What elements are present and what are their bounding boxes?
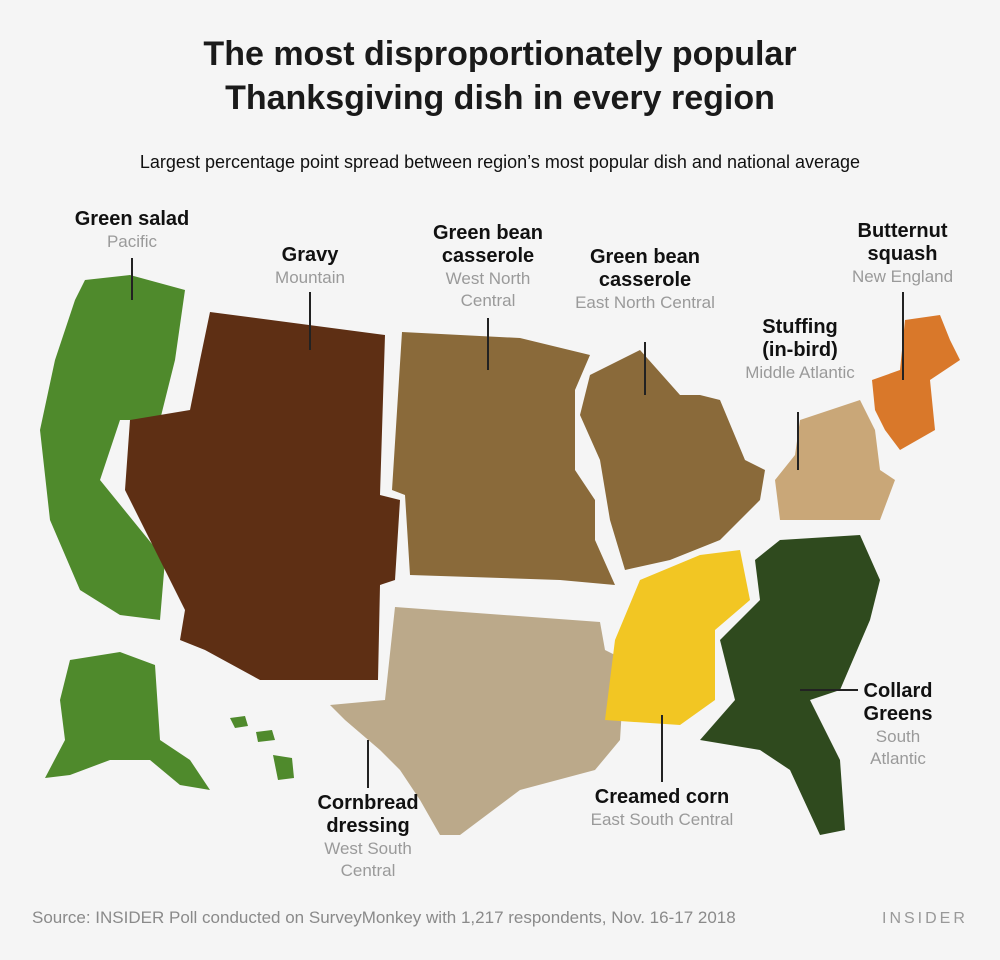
label-middle-atlantic: Stuffing (in-bird) Middle Atlantic [745,316,855,384]
region-east-south-central [605,550,750,725]
region-new-england [872,315,960,450]
leader-lines [131,258,904,788]
region-east-north-central [580,350,765,570]
region-hawaii-3 [273,755,294,780]
region-name: West South Central [324,839,412,880]
region-name: South Atlantic [870,727,926,768]
label-pacific: Green salad Pacific [52,208,212,253]
subtitle: Largest percentage point spread between … [139,152,861,172]
region-name: New England [851,267,954,286]
label-west-north-central: Green bean casserole West North Central [418,222,558,312]
region-hawaii-2 [256,730,275,742]
label-west-south-central: Cornbread dressing West South Central [303,792,433,882]
source-note: Source: INSIDER Poll conducted on Survey… [32,908,736,927]
dish-name: Collard Greens [863,680,933,725]
title-line-2: Thanksgiving dish in every region [225,79,775,117]
label-east-north-central: Green bean casserole East North Central [575,246,715,314]
dish-name: Green bean casserole [589,246,701,291]
region-alaska [45,652,210,790]
region-west-south-central [330,607,625,835]
label-south-atlantic: Collard Greens South Atlantic [848,680,948,770]
dish-name: Stuffing (in-bird) [762,316,838,361]
dish-name: Butternut squash [857,220,948,265]
dish-name: Green bean casserole [432,222,544,267]
label-new-england: Butternut squash New England [840,220,965,288]
region-name: Pacific [106,232,158,251]
dish-name: Green salad [74,208,190,230]
region-west-north-central [392,332,615,585]
chart-title: The most disproportionately popular Than… [0,32,1000,120]
dish-name: Cornbread dressing [317,792,419,837]
brand-logo: INSIDER [882,910,968,927]
title-line-1: The most disproportionately popular [203,35,797,73]
region-pacific [40,275,185,620]
region-name: Mountain [275,268,345,287]
dish-name: Creamed corn [594,786,730,808]
region-mountain [125,312,400,680]
region-name: West North Central [445,269,531,310]
region-name: Middle Atlantic [745,363,855,382]
region-name: East South Central [590,810,734,829]
label-mountain: Gravy Mountain [230,244,390,289]
dish-name: Gravy [281,244,339,266]
label-east-south-central: Creamed corn East South Central [577,786,747,831]
region-middle-atlantic [775,400,895,520]
region-south-atlantic [700,535,880,835]
region-name: East North Central [575,293,715,312]
region-hawaii-1 [230,716,248,728]
